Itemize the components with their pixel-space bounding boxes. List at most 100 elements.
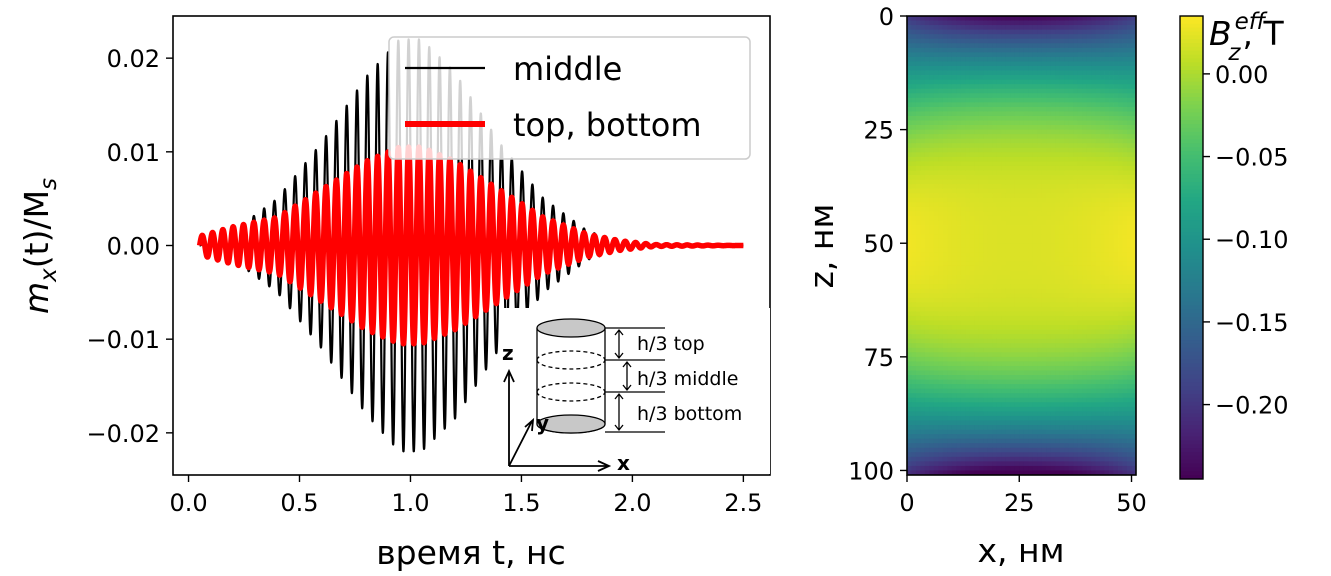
heatmap-cell <box>1010 297 1016 303</box>
heatmap-cell <box>1095 470 1101 476</box>
heatmap-cell <box>920 202 926 208</box>
heatmap-cell <box>924 188 930 194</box>
heatmap-cell <box>1019 143 1025 149</box>
heatmap-cell <box>1073 184 1079 190</box>
heatmap-cell <box>1019 447 1025 453</box>
heatmap-cell <box>1028 384 1034 390</box>
heatmap-cell <box>1032 265 1038 271</box>
heatmap-cell <box>1095 134 1101 140</box>
heatmap-cell <box>974 193 980 199</box>
heatmap-cell <box>929 465 935 471</box>
heatmap-cell <box>1055 211 1061 217</box>
heatmap-cell <box>929 43 935 49</box>
heatmap-cell <box>996 279 1002 285</box>
heatmap-cell <box>915 93 921 99</box>
heatmap-cell <box>1073 161 1079 167</box>
heatmap-cell <box>960 288 966 294</box>
heatmap-cell <box>1032 138 1038 144</box>
heatmap-cell <box>1014 129 1020 135</box>
heatmap-cell <box>965 106 971 112</box>
heatmap-cell <box>1041 152 1047 158</box>
heatmap-cell <box>911 429 917 435</box>
heatmap-cell <box>942 252 948 258</box>
heatmap-cell <box>1005 215 1011 221</box>
heatmap-cell <box>942 334 948 340</box>
heatmap-cell <box>907 343 912 349</box>
heatmap-cell <box>1001 297 1007 303</box>
heatmap-cell <box>960 52 966 58</box>
heatmap-cell <box>1023 397 1029 403</box>
heatmap-cell <box>1050 93 1056 99</box>
heatmap-cell <box>920 115 926 121</box>
heatmap-cell <box>1100 252 1105 258</box>
heatmap-cell <box>969 434 975 440</box>
heatmap-cell <box>933 75 939 81</box>
heatmap-cell <box>1073 297 1079 303</box>
heatmap-cell <box>965 329 971 335</box>
heatmap-cell <box>947 329 953 335</box>
heatmap-cell <box>947 315 953 321</box>
heatmap-cell <box>924 293 930 299</box>
heatmap-cell <box>1082 165 1088 171</box>
heatmap-cell <box>1023 170 1029 176</box>
heatmap-cell <box>1082 470 1088 476</box>
heatmap-cell <box>1073 52 1079 58</box>
heatmap-cell <box>992 111 998 117</box>
heatmap-cell <box>1113 156 1119 162</box>
heatmap-cell <box>911 188 917 194</box>
heatmap-cell <box>1100 347 1105 353</box>
heatmap-cell <box>1104 406 1110 412</box>
heatmap-cell <box>1010 311 1016 317</box>
heatmap-cell <box>1041 111 1047 117</box>
heatmap-cell <box>978 275 984 280</box>
heatmap-cell <box>974 70 980 76</box>
heatmap-cell <box>1077 56 1083 62</box>
heatmap-cell <box>933 234 939 240</box>
heatmap-cell <box>1037 315 1043 321</box>
heatmap-cell <box>965 456 971 462</box>
heatmap-cell <box>929 356 935 362</box>
heatmap-cell <box>1077 293 1083 299</box>
heatmap-cell <box>915 297 921 303</box>
heatmap-cell <box>1050 238 1056 244</box>
heatmap-cell <box>1014 175 1020 180</box>
heatmap-cell <box>915 247 921 253</box>
heatmap-cell <box>983 138 989 144</box>
heatmap-cell <box>1122 284 1128 290</box>
heatmap-cell <box>1032 20 1038 26</box>
heatmap-cell <box>1109 356 1114 362</box>
heatmap-cell <box>1086 288 1092 294</box>
heatmap-cell <box>1077 175 1083 180</box>
heatmap-cell <box>983 293 989 299</box>
heatmap-cell <box>942 461 948 467</box>
heatmap-cell <box>1019 325 1025 330</box>
heatmap-cell <box>1041 229 1047 235</box>
heatmap-cell <box>1091 388 1096 394</box>
heatmap-cell <box>974 293 980 299</box>
heatmap-cell <box>942 338 948 344</box>
heatmap-cell <box>1005 247 1011 253</box>
heatmap-cell <box>907 352 912 358</box>
heatmap-cell <box>1109 329 1114 335</box>
heatmap-cell <box>1122 347 1128 353</box>
heatmap-cell <box>1019 256 1025 262</box>
heatmap-cell <box>915 293 921 299</box>
heatmap-cell <box>915 425 921 430</box>
heatmap-cell <box>996 165 1002 171</box>
heatmap-cell <box>1064 352 1070 358</box>
heatmap-cell <box>924 356 930 362</box>
heatmap-cell <box>938 25 944 31</box>
heatmap-cell <box>1046 202 1052 208</box>
inset-axis-x: x <box>617 451 630 475</box>
heatmap-cell <box>947 202 953 208</box>
heatmap-cell <box>1059 443 1065 449</box>
heatmap-cell <box>974 38 980 44</box>
heatmap-cell <box>951 270 957 276</box>
heatmap-cell <box>969 97 975 103</box>
heatmap-cell <box>1010 193 1016 199</box>
x-tick-label: 0.0 <box>169 489 207 517</box>
heatmap-cell <box>920 384 926 390</box>
axis-z-arrow <box>503 368 515 466</box>
heatmap-cell <box>1100 106 1105 112</box>
heatmap-cell <box>907 288 912 294</box>
